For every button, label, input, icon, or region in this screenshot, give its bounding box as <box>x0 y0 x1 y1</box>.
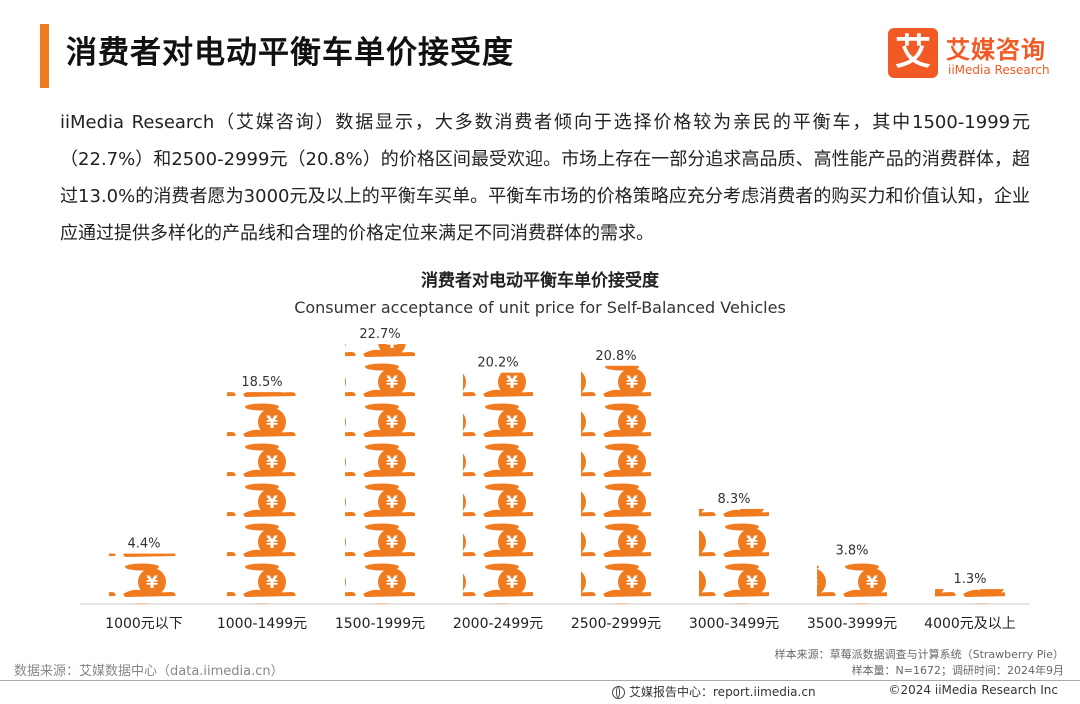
bar-1 <box>227 392 297 604</box>
value-label-2: 22.7% <box>359 327 400 342</box>
category-label-6: 3500-3999元 <box>807 616 897 632</box>
logo-name-en: iiMedia Research <box>948 63 1050 77</box>
chart-subtitle: Consumer acceptance of unit price for Se… <box>294 298 786 317</box>
price-acceptance-chart: ¥ 4.4%18.5%22.7%20.2%20.8%8.3%3.8%1.3% 1… <box>80 327 1030 632</box>
category-label-1: 1000-1499元 <box>217 616 307 632</box>
category-label-4: 2500-2999元 <box>571 616 661 632</box>
category-label-3: 2000-2499元 <box>453 616 543 632</box>
bar-2 <box>345 344 415 604</box>
report-center[interactable]: 艾媒报告中心：report.iimedia.cn <box>612 683 816 700</box>
category-label-0: 1000元以下 <box>105 616 183 632</box>
bar-3 <box>463 372 533 604</box>
iimedia-logo[interactable]: 艾 艾媒咨询 iiMedia Research <box>888 28 1068 82</box>
report-center-label: 艾媒报告中心： <box>629 685 714 699</box>
copyright: ©2024 iiMedia Research Inc <box>888 683 1058 697</box>
bar-5 <box>699 508 769 604</box>
bar-4 <box>581 365 651 604</box>
logo-mark-icon: 艾 <box>888 28 938 78</box>
category-label-5: 3000-3499元 <box>689 616 779 632</box>
value-label-4: 20.8% <box>595 349 636 364</box>
description-paragraph: iiMedia Research（艾媒咨询）数据显示，大多数消费者倾向于选择价格… <box>60 112 1030 244</box>
bar-6 <box>817 560 887 604</box>
chart-title: 消费者对电动平衡车单价接受度 <box>421 271 659 291</box>
value-label-0: 4.4% <box>127 537 160 552</box>
report-center-url[interactable]: report.iimedia.cn <box>713 685 816 699</box>
value-label-6: 3.8% <box>835 543 868 558</box>
sample-source-note: 样本来源：草莓派数据调查与计算系统（Strawberry Pie） <box>774 648 1064 661</box>
bar-7 <box>935 589 1005 604</box>
bar-0 <box>109 553 179 604</box>
value-label-5: 8.3% <box>717 492 750 507</box>
page-title: 消费者对电动平衡车单价接受度 <box>66 35 514 71</box>
globe-icon <box>612 686 625 699</box>
footer-divider <box>0 680 1080 681</box>
value-label-1: 18.5% <box>241 375 282 390</box>
category-label-7: 4000元及以上 <box>924 616 1016 632</box>
data-source: 数据来源：艾媒数据中心（data.iimedia.cn） <box>14 664 284 679</box>
sample-info-note: 样本量：N=1672；调研时间：2024年9月 <box>851 664 1064 677</box>
category-label-2: 1500-1999元 <box>335 616 425 632</box>
logo-name-cn: 艾媒咨询 <box>946 36 1046 64</box>
title-accent-bar <box>40 24 49 88</box>
value-label-7: 1.3% <box>953 572 986 587</box>
value-label-3: 20.2% <box>477 356 518 371</box>
